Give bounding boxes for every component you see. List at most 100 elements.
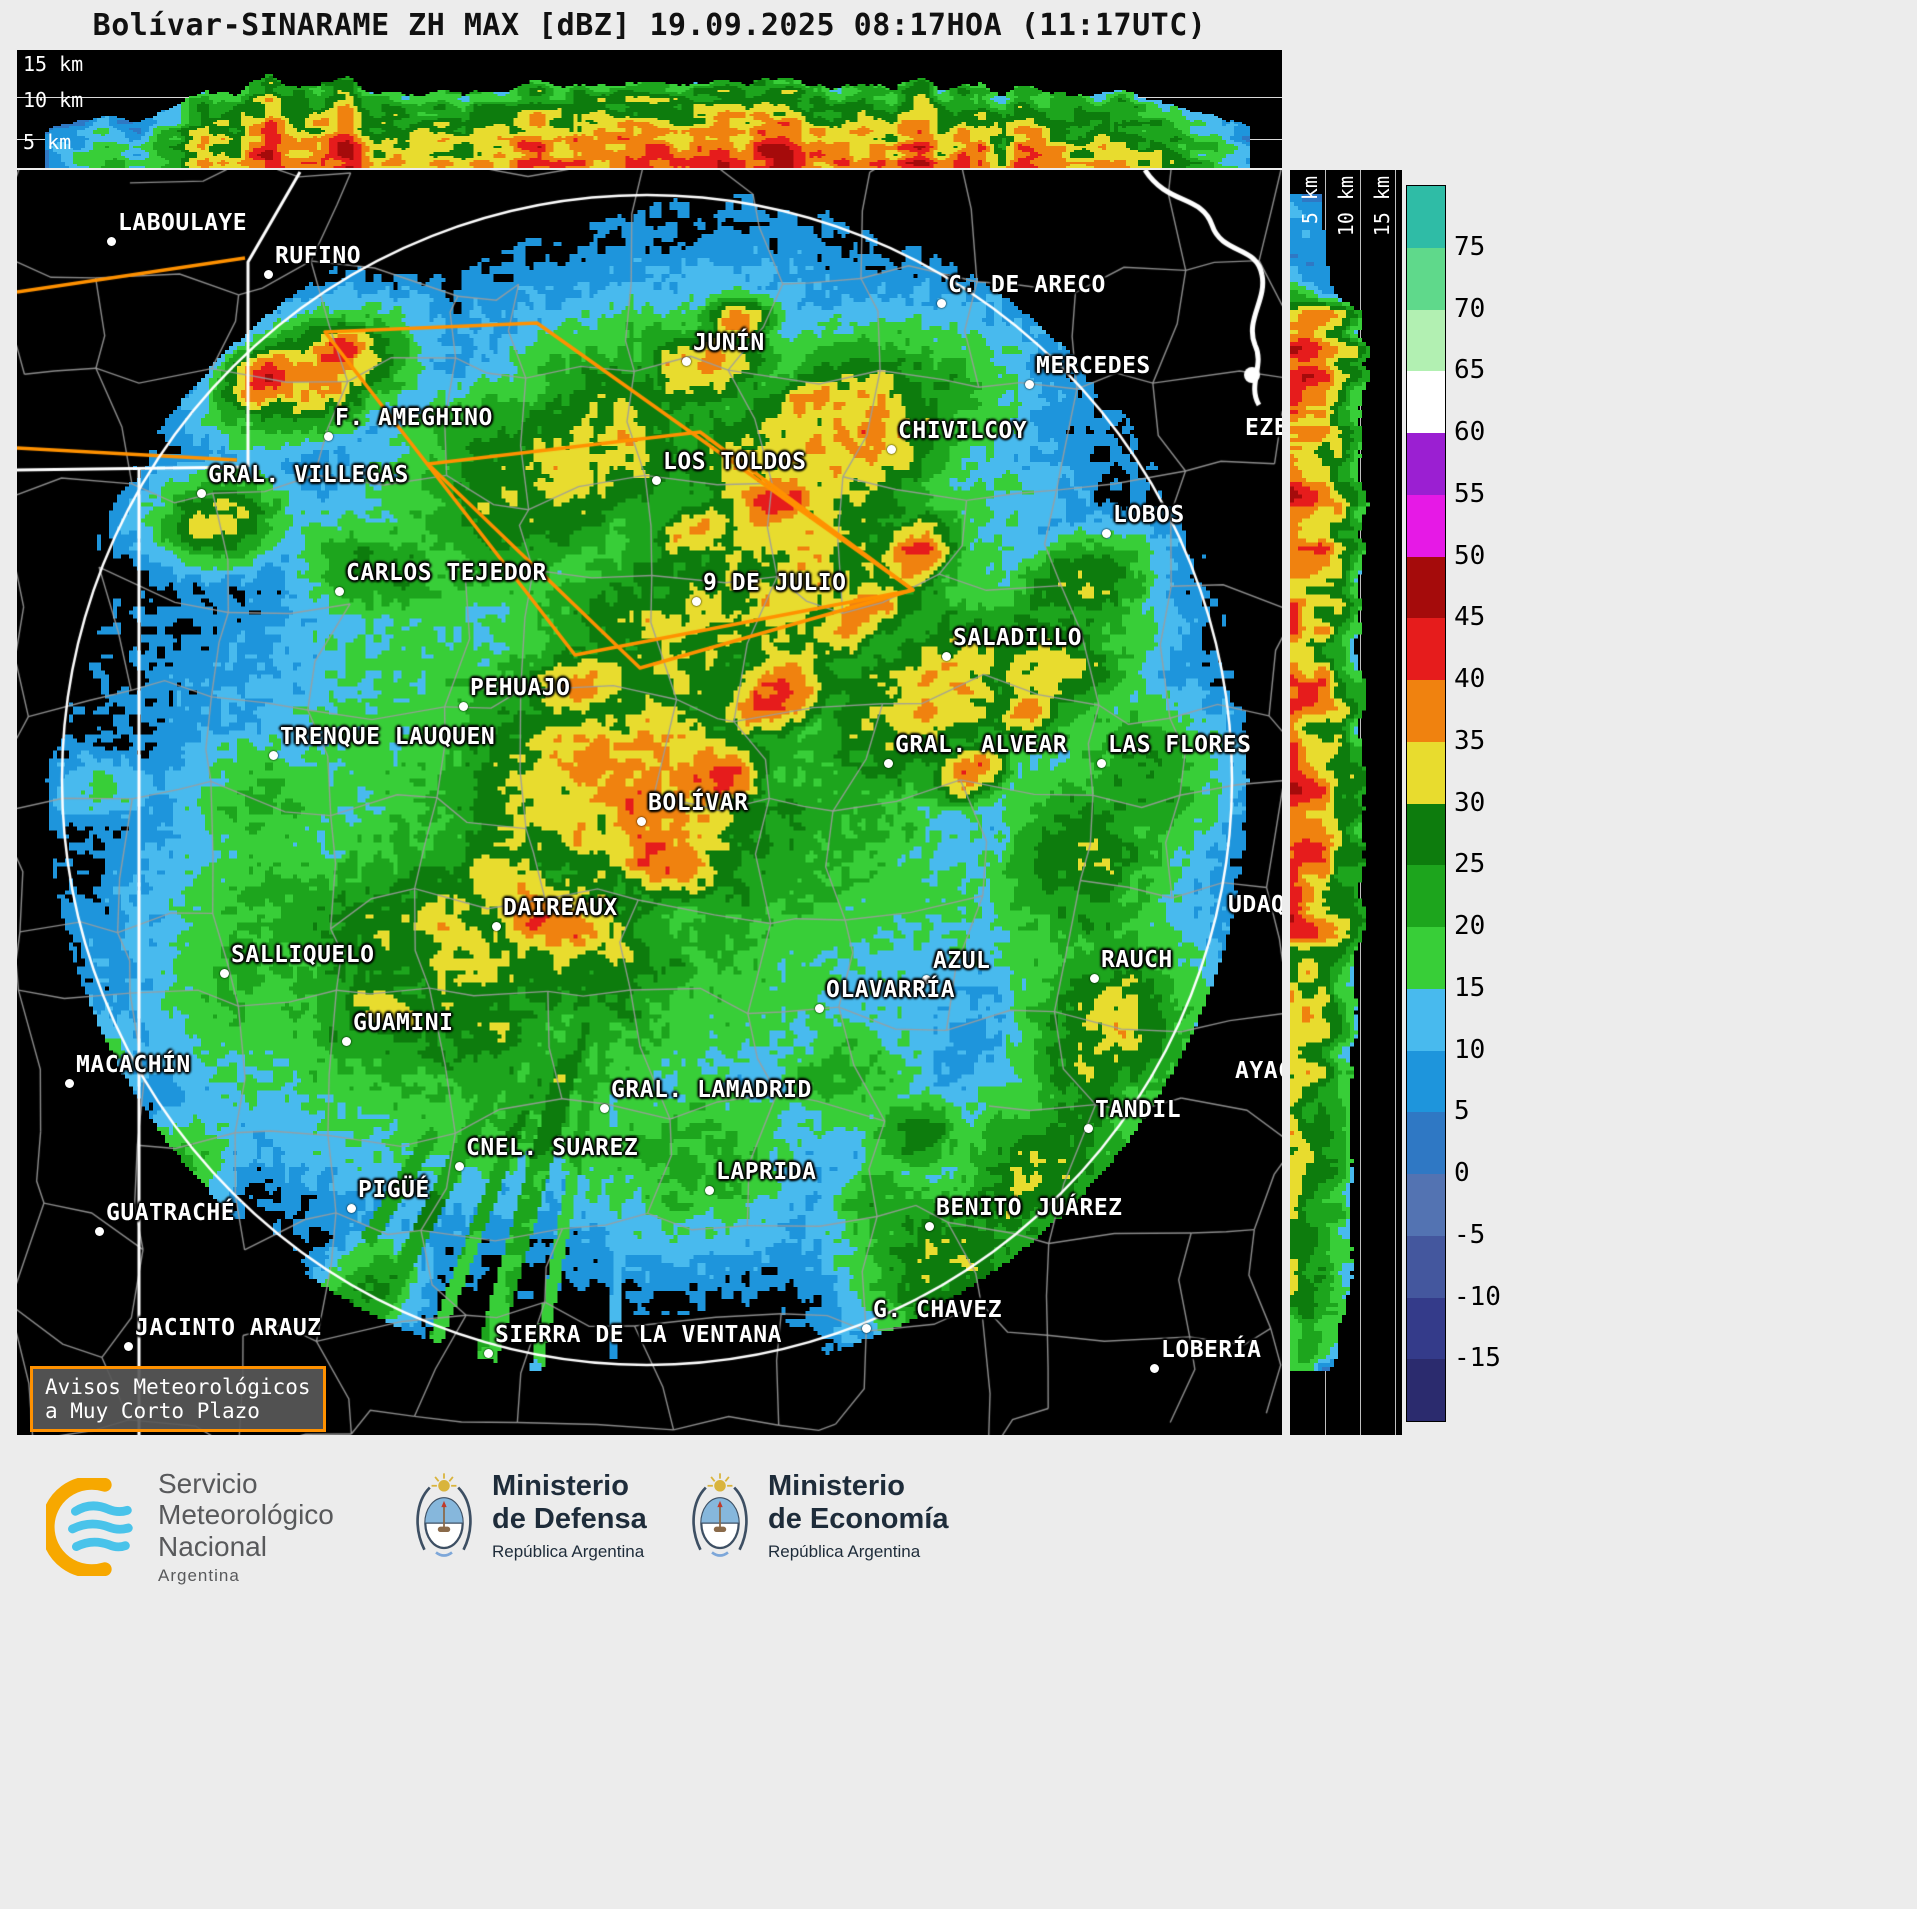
city-dot xyxy=(1084,1124,1093,1133)
colorbar-tick-label: -15 xyxy=(1454,1343,1501,1374)
map-boundaries-canvas xyxy=(17,170,1282,1435)
colorbar-tick-label: 20 xyxy=(1454,911,1486,941)
city-dot xyxy=(492,922,501,931)
city-label: CNEL. SUAREZ xyxy=(466,1135,639,1161)
city-label: BOLÍVAR xyxy=(648,790,749,816)
city-dot xyxy=(347,1204,356,1213)
city-dot xyxy=(887,445,896,454)
axis-label-15km: 15 km xyxy=(23,52,84,76)
colorbar-segment xyxy=(1407,494,1445,557)
city-dot xyxy=(484,1349,493,1358)
colorbar-segment xyxy=(1407,309,1445,372)
ministerio-economia-block: Ministerio de Economía República Argenti… xyxy=(688,1470,949,1562)
colorbar-tick-label: 40 xyxy=(1454,664,1486,694)
smn-name-line3: Nacional xyxy=(158,1530,267,1562)
city-label: GUATRACHÉ xyxy=(106,1200,236,1226)
city-label: DAIREAUX xyxy=(503,895,618,921)
city-label: LAPRIDA xyxy=(716,1159,817,1185)
economia-line3: República Argentina xyxy=(768,1541,921,1561)
colorbar-tick-label: 10 xyxy=(1454,1034,1486,1065)
colorbar-tick-label: -5 xyxy=(1454,1219,1486,1250)
city-label: JACINTO ARAUZ xyxy=(135,1315,322,1341)
city-label: TANDIL xyxy=(1095,1097,1182,1123)
city-dot xyxy=(1102,529,1111,538)
colorbar-segment xyxy=(1407,371,1445,433)
city-label: TRENQUE LAUQUEN xyxy=(280,724,496,750)
smn-logo-icon xyxy=(46,1477,133,1576)
right-profile-canvas xyxy=(1290,170,1402,1435)
city-dot xyxy=(1150,1364,1159,1373)
smn-name-line4: Argentina xyxy=(158,1566,240,1586)
defensa-line1: Ministerio xyxy=(492,1470,629,1503)
city-dot xyxy=(455,1162,464,1171)
axis-label-10km: 10 km xyxy=(23,88,84,112)
city-label: LAS FLORES xyxy=(1108,732,1252,758)
colorbar-tick-label: 75 xyxy=(1454,231,1486,262)
colorbar-segment xyxy=(1407,741,1445,804)
colorbar-tick-label: 60 xyxy=(1454,417,1486,447)
city-label: BENITO JUÁREZ xyxy=(936,1195,1123,1221)
city-label: MACACHÍN xyxy=(76,1052,191,1078)
city-dot xyxy=(335,587,344,596)
colorbar-tick-label: 5 xyxy=(1454,1096,1470,1127)
city-dot xyxy=(1025,380,1034,389)
city-label: OLAVARRÍA xyxy=(826,977,956,1003)
city-dot xyxy=(925,1222,934,1231)
city-label: CARLOS TEJEDOR xyxy=(346,560,547,586)
colorbar-tick-label: 25 xyxy=(1454,849,1486,880)
axis-label-10km-r: 10 km xyxy=(1334,176,1358,237)
city-label: G. CHAVEZ xyxy=(873,1297,1003,1323)
city-label: GRAL. ALVEAR xyxy=(895,732,1068,758)
axis-label-5km: 5 km xyxy=(23,130,72,154)
colorbar-tick-label: 30 xyxy=(1454,787,1486,818)
city-dot xyxy=(220,969,229,978)
colorbar-segment xyxy=(1407,927,1445,989)
city-label: JUNÍN xyxy=(693,330,765,356)
city-label: PEHUAJO xyxy=(470,675,571,701)
city-dot xyxy=(95,1227,104,1236)
colorbar-segment xyxy=(1407,865,1445,927)
colorbar-tick-label: 15 xyxy=(1454,972,1486,1003)
city-dot xyxy=(600,1104,609,1113)
economia-line1: Ministerio xyxy=(768,1470,905,1503)
city-dot xyxy=(942,652,951,661)
coat-of-arms-icon xyxy=(416,1473,472,1557)
colorbar-tick-label: 55 xyxy=(1454,478,1486,509)
city-label: LOBOS xyxy=(1113,502,1185,528)
colorbar-segment xyxy=(1407,680,1445,742)
city-dot xyxy=(637,817,646,826)
colorbar-segment xyxy=(1407,556,1445,619)
city-label: SALADILLO xyxy=(953,625,1083,651)
city-label: LOS TOLDOS xyxy=(663,449,807,475)
colorbar-segment xyxy=(1407,988,1445,1051)
city-label: F. AMEGHINO xyxy=(335,405,493,431)
axis-label-5km-r: 5 km xyxy=(1298,176,1322,225)
radar-map: LABOULAYE RUFINO C. DE ARECO JUNÍN MERCEDES F… xyxy=(17,170,1282,1435)
city-dot xyxy=(937,299,946,308)
coat-of-arms-icon xyxy=(692,1473,748,1557)
city-label: AYACUCHO xyxy=(1235,1058,1282,1084)
colorbar-tick-label: 45 xyxy=(1454,602,1486,633)
ministerio-defensa-block: Ministerio de Defensa República Argentin… xyxy=(412,1470,647,1562)
colorbar-segment xyxy=(1407,1112,1445,1174)
city-label: PIGÜÉ xyxy=(358,1177,430,1203)
warning-box-line2: a Muy Corto Plazo xyxy=(45,1399,260,1423)
city-label: C. DE ARECO xyxy=(948,272,1106,298)
smn-name-line1: Servicio xyxy=(158,1468,258,1499)
colorbar-segment xyxy=(1407,1297,1445,1360)
city-dot xyxy=(815,1004,824,1013)
city-dot xyxy=(65,1079,74,1088)
city-dot xyxy=(459,702,468,711)
top-profile-canvas xyxy=(17,50,1282,168)
colorbar-scale xyxy=(1406,185,1446,1422)
city-label: RUFINO xyxy=(275,243,362,269)
colorbar-tick-label: 50 xyxy=(1454,540,1486,571)
city-dot xyxy=(922,975,931,984)
city-dot xyxy=(324,432,333,441)
city-dot xyxy=(124,1342,133,1351)
axis-label-15km-r: 15 km xyxy=(1370,176,1394,237)
city-dot xyxy=(107,237,116,246)
defensa-line2: de Defensa xyxy=(492,1502,647,1535)
city-label: CHIVILCOY xyxy=(898,418,1028,444)
vertical-profile-right: 5 km 10 km 15 km xyxy=(1290,170,1402,1435)
